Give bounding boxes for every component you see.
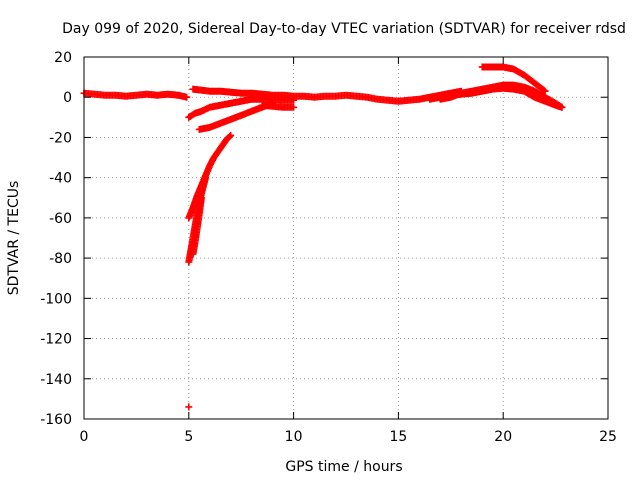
series-arc-5 (258, 101, 298, 111)
y-tick-label: -40 (49, 171, 72, 187)
data-point (226, 132, 234, 140)
x-tick-label: 20 (494, 429, 512, 445)
plot-frame (83, 56, 609, 420)
data-point (197, 194, 205, 202)
series-arc-8 (189, 194, 205, 258)
data-point (540, 86, 548, 94)
x-tick-label: 25 (599, 429, 617, 445)
series-arc-3 (185, 95, 298, 121)
data-point (227, 131, 235, 139)
x-tick-label: 15 (389, 429, 407, 445)
chart-title: Day 099 of 2020, Sidereal Day-to-day VTE… (62, 21, 626, 37)
y-tick-label: -60 (49, 211, 72, 227)
data-point (558, 103, 566, 111)
x-tick-label: 0 (80, 429, 89, 445)
series-arc-10 (478, 63, 549, 95)
y-tick-label: 20 (54, 50, 72, 66)
data-point (290, 96, 298, 104)
series-arc-6 (185, 131, 235, 222)
x-tick-label: 5 (184, 429, 193, 445)
data-point (185, 403, 193, 411)
y-tick-label: -160 (40, 412, 72, 428)
y-axis-label: SDTVAR / TECUs (6, 181, 22, 296)
series-arc-1 (80, 89, 191, 101)
x-tick-label: 10 (285, 429, 303, 445)
y-tick-label: 0 (63, 90, 72, 106)
y-tick-label: -140 (40, 372, 72, 388)
data-point (183, 93, 191, 101)
y-tick-label: -20 (49, 130, 72, 146)
y-tick-label: -80 (49, 251, 72, 267)
data-layer (80, 63, 566, 411)
y-tick-label: -120 (40, 332, 72, 348)
y-tick-label: -100 (40, 291, 72, 307)
grid-layer (84, 57, 608, 419)
axis-layer: 0 5 10 15 20 25 20 0 -20 -40 -60 -80 -100 -120 -140 -16… (40, 50, 617, 445)
data-point (290, 103, 298, 111)
x-axis-label: GPS time / hours (285, 459, 402, 475)
series-outlier (185, 403, 193, 411)
series-arc-11 (426, 84, 566, 111)
data-point (541, 87, 549, 95)
series-arc-4 (195, 99, 277, 133)
data-point (202, 174, 210, 182)
